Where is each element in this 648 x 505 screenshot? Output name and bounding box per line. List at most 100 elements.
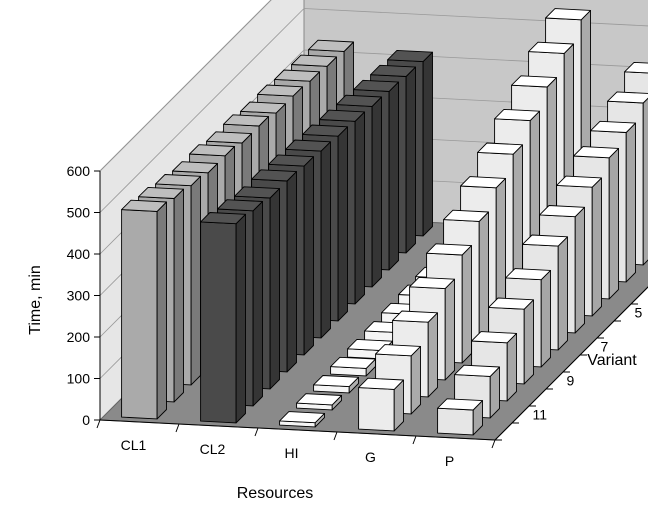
bar-top-face <box>217 199 263 212</box>
bar-top-face <box>279 411 325 424</box>
bar-top-face <box>375 344 421 357</box>
bar-top-face <box>358 377 404 390</box>
bar-side-face <box>478 211 489 347</box>
bar-top-face <box>460 176 506 189</box>
bar-side-face <box>557 236 568 351</box>
bar-side-face <box>642 97 648 266</box>
bar-top-face <box>240 101 286 114</box>
bar-top-face <box>590 120 636 133</box>
x-axis-line <box>99 419 496 441</box>
bar-top-face <box>494 108 540 122</box>
bar-top-face <box>285 139 331 152</box>
bar-side-face <box>320 141 331 339</box>
bar-top-face <box>223 114 269 127</box>
bar-side-face <box>235 213 246 424</box>
x-tick-label: CL2 <box>200 441 226 457</box>
y-tick-label: 0 <box>82 412 90 428</box>
x-tick <box>333 431 338 441</box>
bar-side-face <box>303 156 314 356</box>
bar-side-face <box>574 206 585 334</box>
bar <box>296 393 342 411</box>
y-tick-label: 600 <box>67 163 91 179</box>
bar-top-face <box>454 364 500 377</box>
bar-front-face <box>121 209 158 420</box>
bar-top-face <box>257 84 303 97</box>
bar <box>121 199 167 420</box>
bar-side-face <box>625 122 636 283</box>
bar-top-face <box>206 131 252 144</box>
x-tick-label: P <box>445 453 454 469</box>
bar-side-face <box>252 201 263 407</box>
z-tick-label: 9 <box>567 373 575 389</box>
bar-side-face <box>337 126 348 322</box>
bar-top-face <box>336 94 382 107</box>
bar-side-face <box>354 111 365 305</box>
bar-top-face <box>556 175 602 188</box>
bar-front-face <box>437 407 474 436</box>
bar-top-face <box>545 8 591 21</box>
bar-top-face <box>291 54 337 67</box>
bar <box>330 356 376 377</box>
bar-side-face <box>388 81 399 271</box>
bar-top-face <box>471 331 517 344</box>
bar-front-face <box>200 221 237 424</box>
bar-top-face <box>234 186 280 199</box>
x-tick <box>96 419 101 429</box>
bar-top-face <box>189 144 235 157</box>
y-tick-label: 500 <box>67 205 91 221</box>
bar-top-face <box>353 79 399 92</box>
x-tick <box>412 435 417 445</box>
bar-side-face <box>286 171 297 373</box>
bar-side-face <box>461 245 472 364</box>
bar-top-face <box>138 186 184 199</box>
axes: 0100200300400500600CL1CL2HIGP1357911 <box>67 163 648 469</box>
x-tick <box>254 427 259 437</box>
bar-top-face <box>409 276 455 290</box>
bar-top-face <box>274 69 320 82</box>
bar-top-face <box>268 154 314 167</box>
z-axis-label: Variant <box>587 352 637 369</box>
bar <box>200 212 246 424</box>
bar-side-face <box>540 269 551 368</box>
bars <box>121 8 648 436</box>
x-tick <box>175 423 180 433</box>
bar-side-face <box>422 51 433 237</box>
z-tick-label: 5 <box>635 305 643 321</box>
x-axis-label: Resources <box>237 485 313 502</box>
bar-top-face <box>302 124 348 137</box>
bar-top-face <box>308 39 354 52</box>
bar-top-face <box>370 64 416 77</box>
bar-top-face <box>121 199 167 212</box>
bar-side-face <box>269 188 280 390</box>
bar-top-face <box>251 169 297 182</box>
x-tick-label: HI <box>285 445 299 461</box>
x-tick <box>491 439 496 449</box>
z-tick-label: 11 <box>533 407 548 423</box>
bar-top-face <box>172 161 218 174</box>
bar-top-face <box>437 398 483 411</box>
bar-side-face <box>190 175 201 386</box>
y-tick-label: 200 <box>67 329 91 345</box>
bar-side-face <box>523 299 534 385</box>
bar-top-face <box>296 393 342 406</box>
bar-top-face <box>539 205 585 218</box>
x-tick-label: CL1 <box>121 437 147 453</box>
bar-top-face <box>522 234 568 247</box>
bar-side-face <box>608 147 619 300</box>
bar-top-face <box>200 212 246 225</box>
bar-front-face <box>358 387 395 432</box>
y-tick-label: 100 <box>67 371 91 387</box>
bar-side-face <box>591 177 602 317</box>
bar-top-face <box>573 146 619 159</box>
bar-side-face <box>173 188 184 403</box>
bar-top-face <box>313 375 359 388</box>
bar-top-face <box>443 209 489 222</box>
z-tick-label: 7 <box>601 339 609 355</box>
bar-side-face <box>156 201 167 420</box>
bar <box>437 398 483 436</box>
bar-top-face <box>155 174 201 187</box>
bar <box>279 411 325 428</box>
bar-top-face <box>505 268 551 281</box>
bar-top-face <box>392 310 438 323</box>
